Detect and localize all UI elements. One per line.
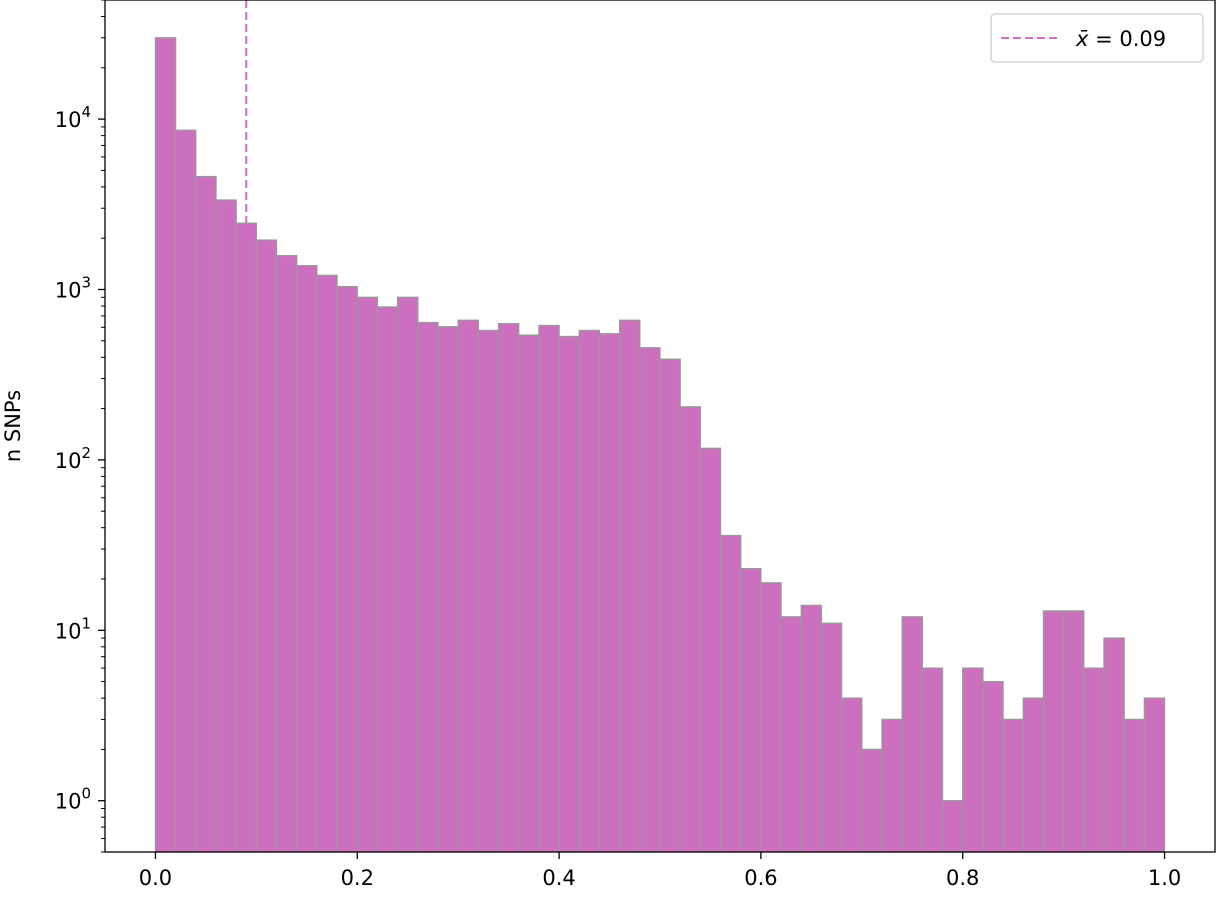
histogram-bar — [820, 622, 843, 853]
bars-group — [154, 37, 1166, 853]
histogram-bar — [518, 334, 540, 853]
histogram-bar — [760, 582, 782, 853]
histogram-bar — [235, 222, 258, 853]
histogram-bar — [1083, 667, 1105, 853]
histogram-bar — [356, 296, 379, 853]
y-tick-label: 102 — [55, 444, 91, 473]
x-tick-label: 0.4 — [542, 866, 575, 890]
histogram-bar — [840, 697, 863, 853]
y-axis-ticks: 100 101 102 103 104 — [55, 0, 105, 853]
histogram-bar — [941, 800, 964, 853]
legend-value: = 0.09 — [1088, 27, 1166, 51]
histogram-bar — [578, 329, 601, 853]
x-axis-ticks: 0.0 0.2 0.4 0.6 0.8 1.0 — [139, 852, 1181, 890]
x-tick-label: 1.0 — [1148, 866, 1181, 890]
histogram-bar — [477, 329, 500, 853]
histogram-bar — [437, 326, 459, 853]
x-tick-label: 0.6 — [744, 866, 777, 890]
histogram-bar — [538, 324, 560, 853]
histogram-bar — [780, 616, 802, 853]
x-tick-label: 0.8 — [946, 866, 979, 890]
histogram-bar — [962, 667, 984, 853]
plot-frame — [104, 0, 1216, 853]
histogram-bar — [982, 680, 1004, 853]
histogram-bar — [598, 333, 621, 853]
histogram-bar — [558, 335, 580, 853]
histogram-bar — [1143, 697, 1166, 853]
histogram-bar — [154, 37, 177, 853]
histogram-bar — [1022, 697, 1045, 853]
histogram-bar — [719, 534, 742, 853]
histogram-bar — [396, 296, 419, 853]
histogram-bar — [800, 604, 823, 853]
histogram-bar — [195, 175, 217, 853]
histogram-bar — [336, 285, 358, 853]
histogram-bar — [376, 306, 399, 853]
histogram-bar — [659, 358, 681, 853]
histogram-bar — [1123, 718, 1146, 853]
histogram-bar — [174, 129, 197, 853]
y-tick-label: 100 — [55, 785, 91, 814]
legend-label: x̄ = 0.09 — [1075, 27, 1166, 51]
histogram-bar — [316, 274, 338, 853]
histogram-bar — [901, 616, 924, 853]
histogram-bar — [275, 255, 298, 853]
legend: x̄ = 0.09 — [990, 13, 1204, 63]
histogram-bar — [921, 667, 944, 853]
histogram-bar — [740, 568, 762, 853]
histogram-bar — [1042, 610, 1065, 853]
histogram-bar — [861, 748, 883, 853]
histogram-bar — [1002, 718, 1024, 853]
histogram-bar — [618, 319, 641, 853]
histogram-bar — [679, 406, 702, 853]
histogram-bar — [699, 447, 722, 853]
x-tick-label: 0.2 — [341, 866, 374, 890]
axes-group — [104, 0, 1216, 853]
y-tick-label: 104 — [55, 103, 91, 132]
histogram-bar — [215, 199, 237, 853]
x-tick-label: 0.0 — [139, 866, 172, 890]
histogram-bar — [639, 347, 661, 853]
histogram-bar — [255, 239, 278, 853]
legend-symbol: x̄ — [1075, 27, 1089, 51]
y-tick-label: 103 — [55, 274, 91, 303]
histogram-bar — [296, 265, 318, 853]
y-tick-label: 101 — [55, 614, 91, 643]
histogram-bar — [497, 323, 520, 853]
histogram-bar — [1062, 610, 1085, 853]
histogram-bar — [881, 718, 903, 853]
histogram-bar — [457, 319, 480, 853]
y-axis-label: n SNPs — [1, 390, 25, 462]
legend-box — [990, 13, 1204, 63]
histogram-bar — [1103, 637, 1125, 853]
histogram-bar — [417, 321, 439, 853]
